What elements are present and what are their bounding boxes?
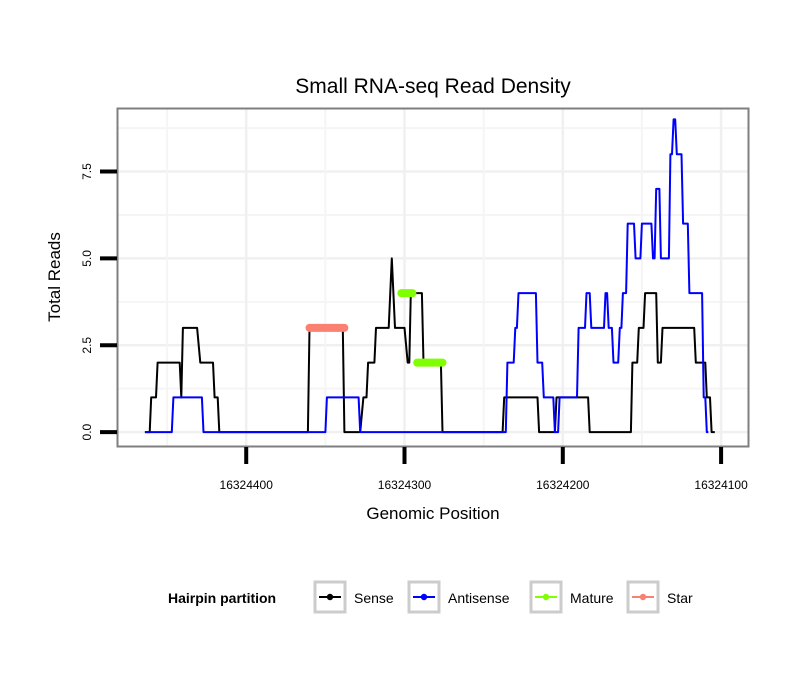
legend-item-mature: Mature (529, 580, 614, 614)
legend-label: Sense (354, 590, 394, 606)
panel-border (116, 107, 750, 448)
legend-key-point (639, 593, 647, 601)
chart-title: Small RNA-seq Read Density (295, 75, 571, 98)
legend: Hairpin partition Sense Antisense Mature St… (168, 580, 693, 614)
y-tick-label: 2.5 (80, 337, 94, 354)
legend-key-point (420, 593, 428, 601)
legend-item-sense: Sense (313, 580, 394, 614)
y-axis-title: Total Reads (45, 232, 64, 322)
legend-key-point (326, 593, 334, 601)
x-tick-label: 16324400 (220, 478, 274, 492)
y-tick-label: 5.0 (80, 250, 94, 267)
x-axis-title: Genomic Position (366, 504, 499, 523)
legend-key-point (542, 593, 550, 601)
x-tick-label: 16324200 (536, 478, 590, 492)
x-tick-label: 16324300 (378, 478, 432, 492)
y-tick-label: 0.0 (80, 423, 94, 440)
y-axis: 0.0 2.5 5.0 7.5 (80, 163, 117, 440)
x-tick-label: 16324100 (694, 478, 748, 492)
gridlines (118, 109, 748, 446)
legend-label: Star (667, 590, 693, 606)
series-line-antisense (144, 118, 709, 434)
legend-title: Hairpin partition (168, 590, 276, 606)
series-group (144, 118, 715, 434)
series-line-sense (144, 257, 715, 434)
y-tick-label: 7.5 (80, 163, 94, 180)
legend-item-antisense: Antisense (407, 580, 510, 614)
x-axis: 16324400 16324300 16324200 16324100 (220, 447, 748, 492)
legend-label: Mature (570, 590, 614, 606)
legend-label: Antisense (448, 590, 510, 606)
legend-item-star: Star (626, 580, 693, 614)
